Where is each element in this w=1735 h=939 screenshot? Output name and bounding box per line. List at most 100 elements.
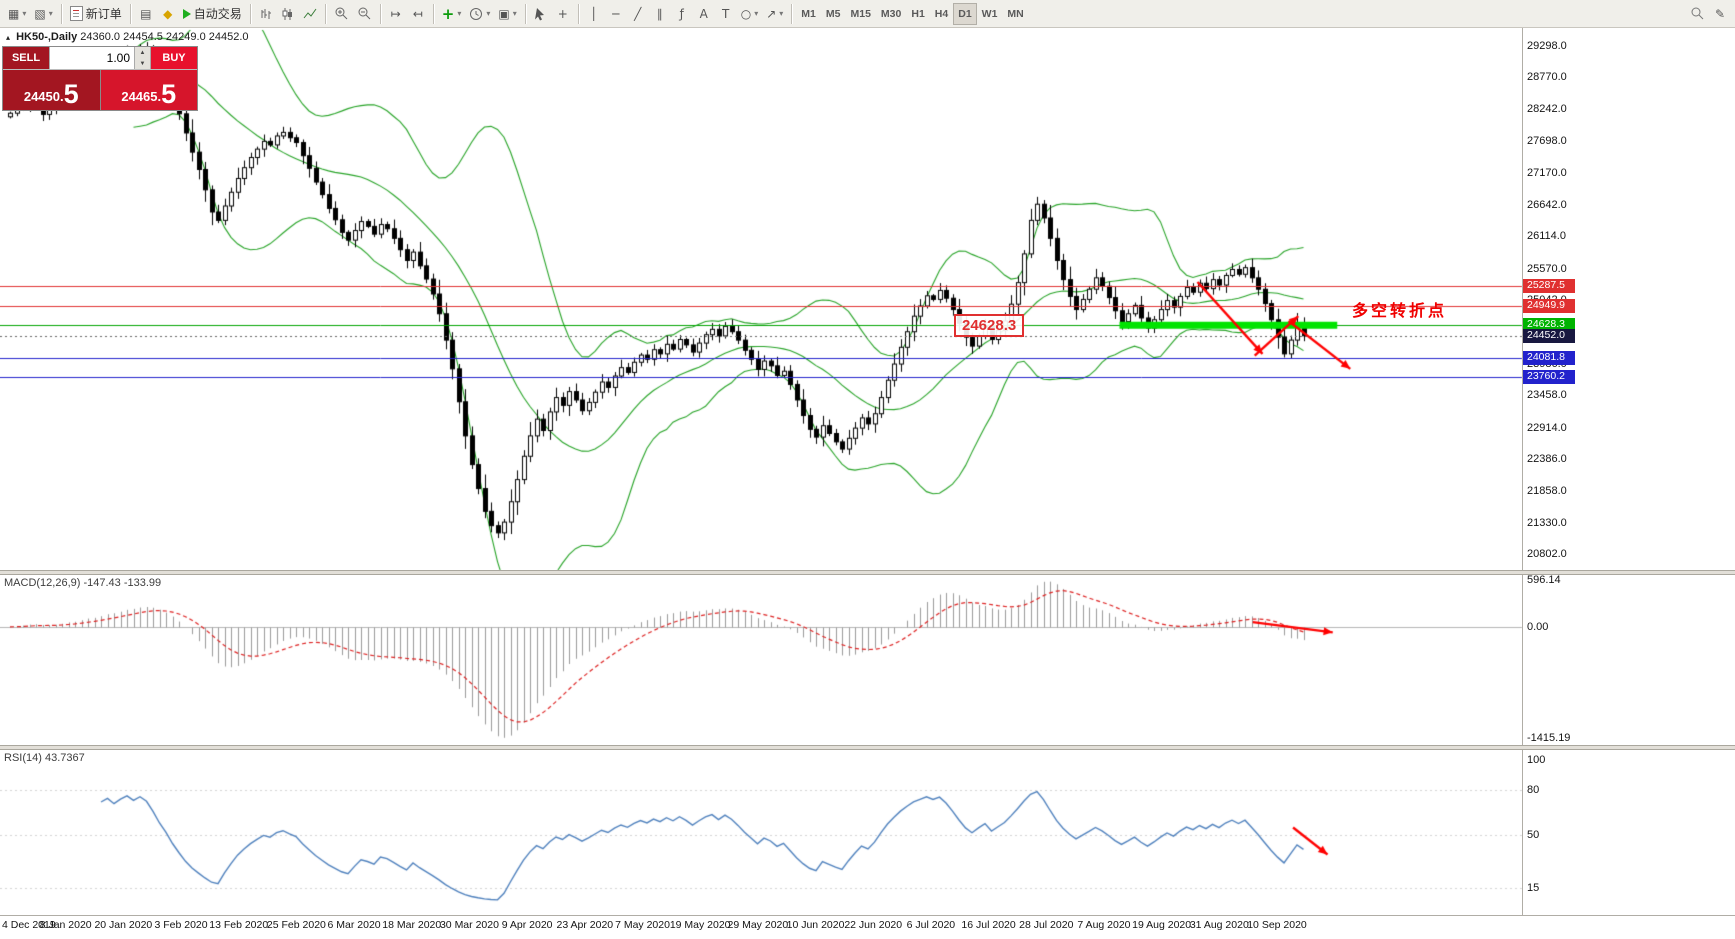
chevron-down-icon: ▾ [457, 9, 462, 18]
vertical-line-button[interactable]: │ [583, 3, 605, 25]
lot-down-button[interactable]: ▼ [135, 58, 150, 69]
chevron-down-icon: ▾ [512, 9, 517, 18]
trendline-button[interactable]: ╱ [627, 3, 649, 25]
toolbar-separator [524, 3, 526, 24]
bar-chart-button[interactable] [255, 3, 277, 25]
timeframe-m5-button[interactable]: M5 [821, 3, 846, 25]
buy-price-box[interactable]: 24465. 5 [100, 70, 197, 110]
horizontal-line-button[interactable]: ─ [605, 3, 627, 25]
date-axis-border [0, 915, 1735, 916]
oct-toggle-icon[interactable]: ▴ [6, 33, 11, 42]
text-tool-icon: A [699, 6, 708, 21]
date-axis-label: 19 Aug 2020 [1132, 919, 1192, 931]
timeframe-d1-button[interactable]: D1 [953, 2, 977, 25]
alerts-button[interactable]: ▤ [135, 3, 157, 25]
arrows-tool-button[interactable]: ↗ ▾ [762, 3, 787, 25]
pane-splitter[interactable] [0, 570, 1735, 575]
rsi-axis-label: 100 [1527, 754, 1546, 766]
date-axis-label: 10 Jun 2020 [786, 919, 845, 931]
channel-icon: ∥ [656, 6, 663, 21]
price-tag: 24452.0 [1523, 328, 1575, 343]
sell-price-box[interactable]: 24450. 5 [3, 70, 100, 110]
buy-button[interactable]: BUY [151, 47, 197, 69]
lot-up-button[interactable]: ▲ [135, 47, 150, 58]
chart-shift-icon: ↤ [412, 6, 423, 21]
edit-button[interactable]: ✎ [1709, 3, 1731, 25]
date-axis-label: 6 Mar 2020 [327, 919, 381, 931]
rsi-axis-label: 80 [1527, 784, 1540, 796]
profiles-icon: ▧ [34, 6, 46, 21]
price-tag: 24949.9 [1523, 298, 1575, 313]
y-axis-label: 21858.0 [1527, 485, 1567, 498]
autotrading-button[interactable]: 自动交易 [179, 3, 246, 25]
sell-button[interactable]: SELL [3, 47, 49, 69]
macd-axis-label: -1415.19 [1527, 732, 1571, 745]
indicators-button[interactable]: + ▾ [438, 3, 466, 25]
date-axis-label: 31 Aug 2020 [1189, 919, 1249, 931]
price-axis-border [1522, 28, 1523, 915]
templates-button[interactable]: ▣ ▾ [494, 3, 520, 25]
crosshair-icon: + [557, 6, 568, 21]
date-axis-label: 7 Aug 2020 [1077, 919, 1131, 931]
chevron-down-icon: ▾ [48, 9, 53, 18]
zoom-in-button[interactable] [330, 3, 353, 25]
label-tool-button[interactable]: T [715, 3, 737, 25]
toolbar-right-group: ✎ [1686, 3, 1731, 25]
new-chart-icon: ▦ [8, 6, 20, 21]
timeframe-m30-button[interactable]: M30 [876, 3, 906, 25]
y-axis-label: 21330.0 [1527, 516, 1567, 529]
line-chart-button[interactable] [299, 3, 321, 25]
pane-splitter[interactable] [0, 745, 1735, 750]
metaeditor-button[interactable]: ◆ [157, 3, 179, 25]
oct-prices-row: 24450. 5 24465. 5 [3, 70, 197, 110]
one-click-trading-panel: SELL ▲ ▼ BUY 24450. 5 24465. 5 [2, 46, 198, 111]
periods-button[interactable]: ▾ [465, 3, 494, 25]
price-tag: 23760.2 [1523, 370, 1575, 385]
cursor-button[interactable] [530, 3, 552, 25]
autotrading-play-icon [182, 8, 191, 19]
y-axis-label: 25570.0 [1527, 262, 1567, 275]
turning-point-label[interactable]: 多空转折点 [1352, 301, 1448, 320]
level-annotation-box[interactable]: 24628.3 [954, 314, 1025, 337]
date-axis-label: 16 Jul 2020 [961, 919, 1016, 931]
text-tool-button[interactable]: A [693, 3, 715, 25]
timeframe-w1-button[interactable]: W1 [977, 3, 1003, 25]
channel-button[interactable]: ∥ [649, 3, 671, 25]
candlestick-chart-button[interactable] [277, 3, 299, 25]
search-button[interactable] [1686, 3, 1709, 25]
timeframe-m15-button[interactable]: M15 [845, 3, 875, 25]
indicators-icon: + [441, 4, 455, 23]
zoom-out-button[interactable] [353, 3, 376, 25]
arrow-tool-icon: ↗ [766, 6, 777, 21]
new-chart-button[interactable]: ▦ ▾ [4, 3, 30, 25]
chevron-down-icon: ▾ [779, 9, 784, 18]
fibonacci-button[interactable]: ƒ [671, 3, 693, 25]
symbol-period-label: HK50-,Daily [16, 31, 78, 43]
autoscroll-button[interactable]: ↦ [385, 3, 407, 25]
horizontal-line-icon: ─ [612, 6, 620, 21]
chevron-down-icon: ▾ [754, 9, 759, 18]
zoom-out-icon [358, 7, 371, 20]
crosshair-button[interactable]: + [552, 3, 574, 25]
timeframe-h1-button[interactable]: H1 [906, 3, 929, 25]
timeframe-h4-button[interactable]: H4 [930, 3, 953, 25]
macd-header: MACD(12,26,9) -147.43 -133.99 [4, 577, 162, 589]
date-axis-label: 4 Dec 2019 [2, 919, 56, 931]
clock-icon [470, 7, 483, 20]
timeframe-mn-button[interactable]: MN [1002, 3, 1028, 25]
chart-shift-button[interactable]: ↤ [407, 3, 429, 25]
y-axis-label: 22386.0 [1527, 453, 1567, 466]
timeframe-m1-button[interactable]: M1 [796, 3, 821, 25]
bar-chart-icon [261, 8, 271, 19]
lot-size-input[interactable] [49, 47, 134, 69]
date-axis-label: 25 Feb 2020 [266, 919, 326, 931]
profiles-button[interactable]: ▧ ▾ [30, 3, 56, 25]
fibonacci-icon: ƒ [679, 6, 684, 21]
shapes-button[interactable]: ○ ▾ [737, 3, 763, 25]
date-axis-label: 3 Feb 2020 [154, 919, 208, 931]
new-order-button[interactable]: 新订单 [66, 3, 126, 25]
date-axis-label: 23 Apr 2020 [556, 919, 614, 931]
y-axis-label: 28242.0 [1527, 102, 1567, 115]
